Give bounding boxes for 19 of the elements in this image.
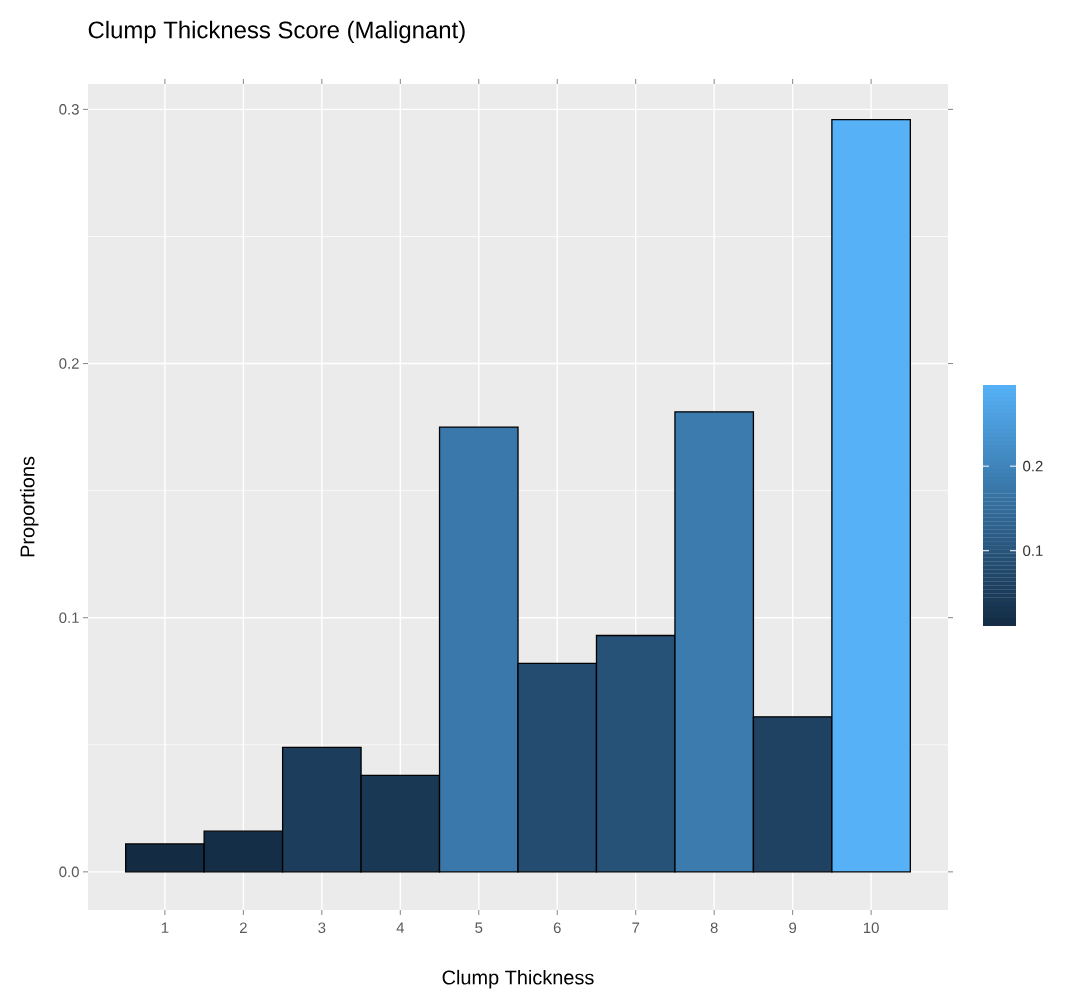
y-tick-label: 0.1: [59, 612, 79, 623]
chart-title: Clump Thickness Score (Malignant): [88, 20, 465, 44]
x-tick-label: 7: [632, 922, 640, 933]
x-tick-label: 8: [710, 922, 718, 934]
x-tick-label: 6: [553, 922, 561, 934]
y-tick-label: 0.3: [59, 104, 79, 115]
y-axis-title: Proportions: [19, 456, 39, 557]
x-tick-label: 10: [863, 922, 879, 934]
x-tick-label: 9: [789, 922, 797, 934]
x-axis-title: Clump Thickness: [442, 969, 594, 989]
color-bar-label: 0.2: [1023, 460, 1043, 472]
color-bar-label: 0.1: [1023, 545, 1043, 557]
x-tick-label: 2: [239, 922, 247, 933]
y-tick-label: 0.2: [59, 358, 79, 369]
x-tick-label: 5: [475, 922, 483, 933]
x-tick-label: 1: [161, 922, 169, 933]
x-tick-label: 3: [318, 922, 326, 934]
x-tick-label: 4: [396, 922, 405, 933]
y-tick-label: 0.0: [59, 866, 79, 878]
